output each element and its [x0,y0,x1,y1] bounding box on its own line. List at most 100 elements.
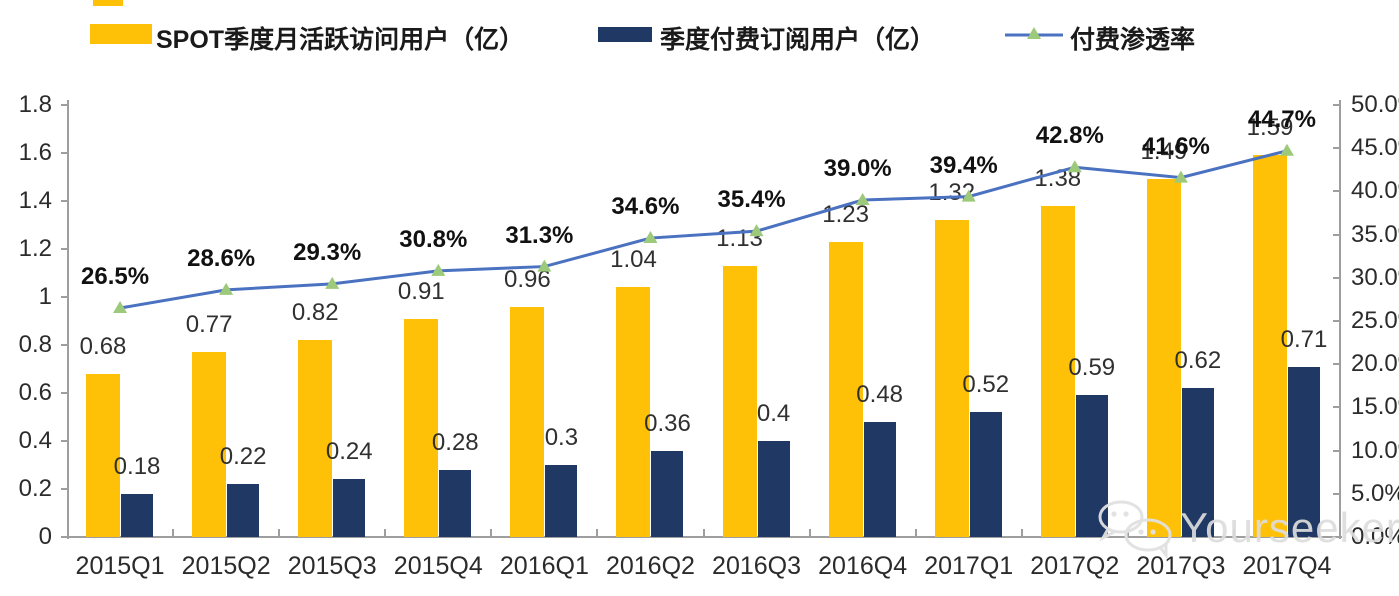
mau-bar [616,287,651,537]
bottom-axis-line [67,536,1342,538]
right-axis-tick-label: 0.0% [1351,523,1399,550]
watermark: Yourseeker [1096,498,1399,558]
x-axis-category-label: 2015Q4 [393,552,483,580]
left-axis-tick [61,296,69,298]
subs-bar [439,469,472,537]
subs-bar [545,465,578,537]
left-axis-tick [61,488,69,490]
penetration-value-label: 34.6% [611,193,680,221]
right-axis-tick [1333,233,1341,236]
mau-value-label: 0.77 [185,311,233,339]
subs-bar [1287,366,1320,537]
penetration-value-label: 39.0% [823,155,892,183]
subs-bar [757,441,790,537]
right-axis-tick-label: 10.0% [1351,436,1399,464]
right-axis-tick [1333,147,1341,150]
subs-value-label: 0.18 [113,452,161,480]
penetration-value-label: 30.8% [399,225,468,253]
x-axis-tick [1020,529,1023,537]
mau-legend-swatch [90,24,152,44]
x-axis-category-label: 2015Q1 [75,552,165,580]
mau-value-label: 0.91 [397,277,445,305]
x-axis-tick [490,529,493,537]
left-axis-tick [61,152,69,154]
mau-value-label: 0.68 [79,332,127,360]
left-axis-line [67,100,69,539]
right-axis-tick-label: 35.0% [1351,220,1399,248]
subs-bar [863,421,896,537]
subs-bar [227,484,260,537]
penetration-legend-marker [1005,27,1063,39]
penetration-value-label: 42.8% [1035,122,1104,150]
right-axis-tick-label: 30.0% [1351,263,1399,291]
right-axis-tick-label: 25.0% [1351,307,1399,334]
right-axis-tick [1333,406,1341,409]
watermark-text: Yourseeker [1180,504,1399,551]
x-axis-category-label: 2015Q2 [181,552,271,580]
subs-value-label: 0.62 [1174,347,1222,375]
x-axis-tick [172,529,175,537]
x-axis-tick [808,529,811,537]
subs-bar [651,450,684,537]
right-axis-tick-label: 40.0% [1351,177,1399,205]
penetration-marker [113,301,128,314]
subs-value-label: 0.59 [1068,354,1116,382]
right-axis-tick-label: 20.0% [1351,350,1399,378]
subs-value-label: 0.28 [431,428,479,456]
right-axis-tick [1333,363,1341,366]
right-axis-tick-label: 50.0% [1351,91,1399,118]
subs-value-label: 0.22 [219,443,267,471]
mau-value-label: 0.82 [291,299,339,327]
mau-bar [404,318,439,537]
legend-label-mau: SPOT季度月活跃访问用户（亿） [156,26,525,54]
penetration-marker [643,231,658,244]
left-axis-tick-label: 1.4 [18,187,52,214]
right-axis-tick [1333,536,1341,538]
x-axis-tick [596,529,599,537]
penetration-marker [219,282,234,295]
left-axis-tick-label: 0.6 [18,379,52,406]
x-axis-tick [702,529,705,537]
left-axis-tick [61,392,69,394]
mau-value-label: 0.96 [504,265,551,293]
penetration-value-label: 26.5% [81,263,150,291]
mau-value-label: 1.13 [716,224,763,252]
x-axis-tick [1232,529,1235,537]
left-axis-tick-label: 0.4 [18,427,52,454]
x-axis-category-label: 2017Q3 [1136,552,1226,580]
penetration-marker [325,276,340,289]
subs-bar [121,493,154,537]
mau-value-label: 1.38 [1034,164,1082,192]
subs-value-label: 0.36 [644,409,691,437]
penetration-value-label: 44.7% [1247,105,1316,133]
right-axis-tick [1333,320,1341,322]
left-axis-tick [61,440,69,442]
left-axis-tick-label: 1.2 [18,235,52,262]
right-axis-tick [1333,104,1341,106]
legend-label-penetration: 付费渗透率 [1070,26,1196,54]
right-axis-tick [1333,276,1341,279]
x-axis-tick [384,529,387,537]
subs-value-label: 0.71 [1280,325,1328,353]
x-axis-category-label: 2017Q4 [1242,552,1332,580]
legend-label-subs: 季度付费订阅用户（亿） [660,26,936,54]
penetration-marker [1279,143,1294,156]
right-axis-tick [1333,449,1341,452]
subs-value-label: 0.52 [962,371,1010,399]
left-axis-tick [61,200,69,202]
subs-bar [1181,388,1214,537]
left-axis-tick [61,536,69,538]
x-axis-category-label: 2016Q2 [605,552,695,580]
mau-value-label: 1.04 [610,246,657,274]
subs-value-label: 0.3 [544,424,579,451]
x-axis-category-label: 2016Q3 [712,552,802,580]
mau-bar [298,340,333,537]
mau-value-label: 1.23 [822,200,869,228]
right-axis-tick [1333,492,1341,495]
subs-bar [1075,395,1108,537]
right-axis-tick-label: 45.0% [1351,134,1399,162]
right-axis-tick-label: 15.0% [1351,393,1399,421]
x-axis-category-label: 2017Q1 [924,552,1014,580]
subs-value-label: 0.24 [325,438,373,466]
